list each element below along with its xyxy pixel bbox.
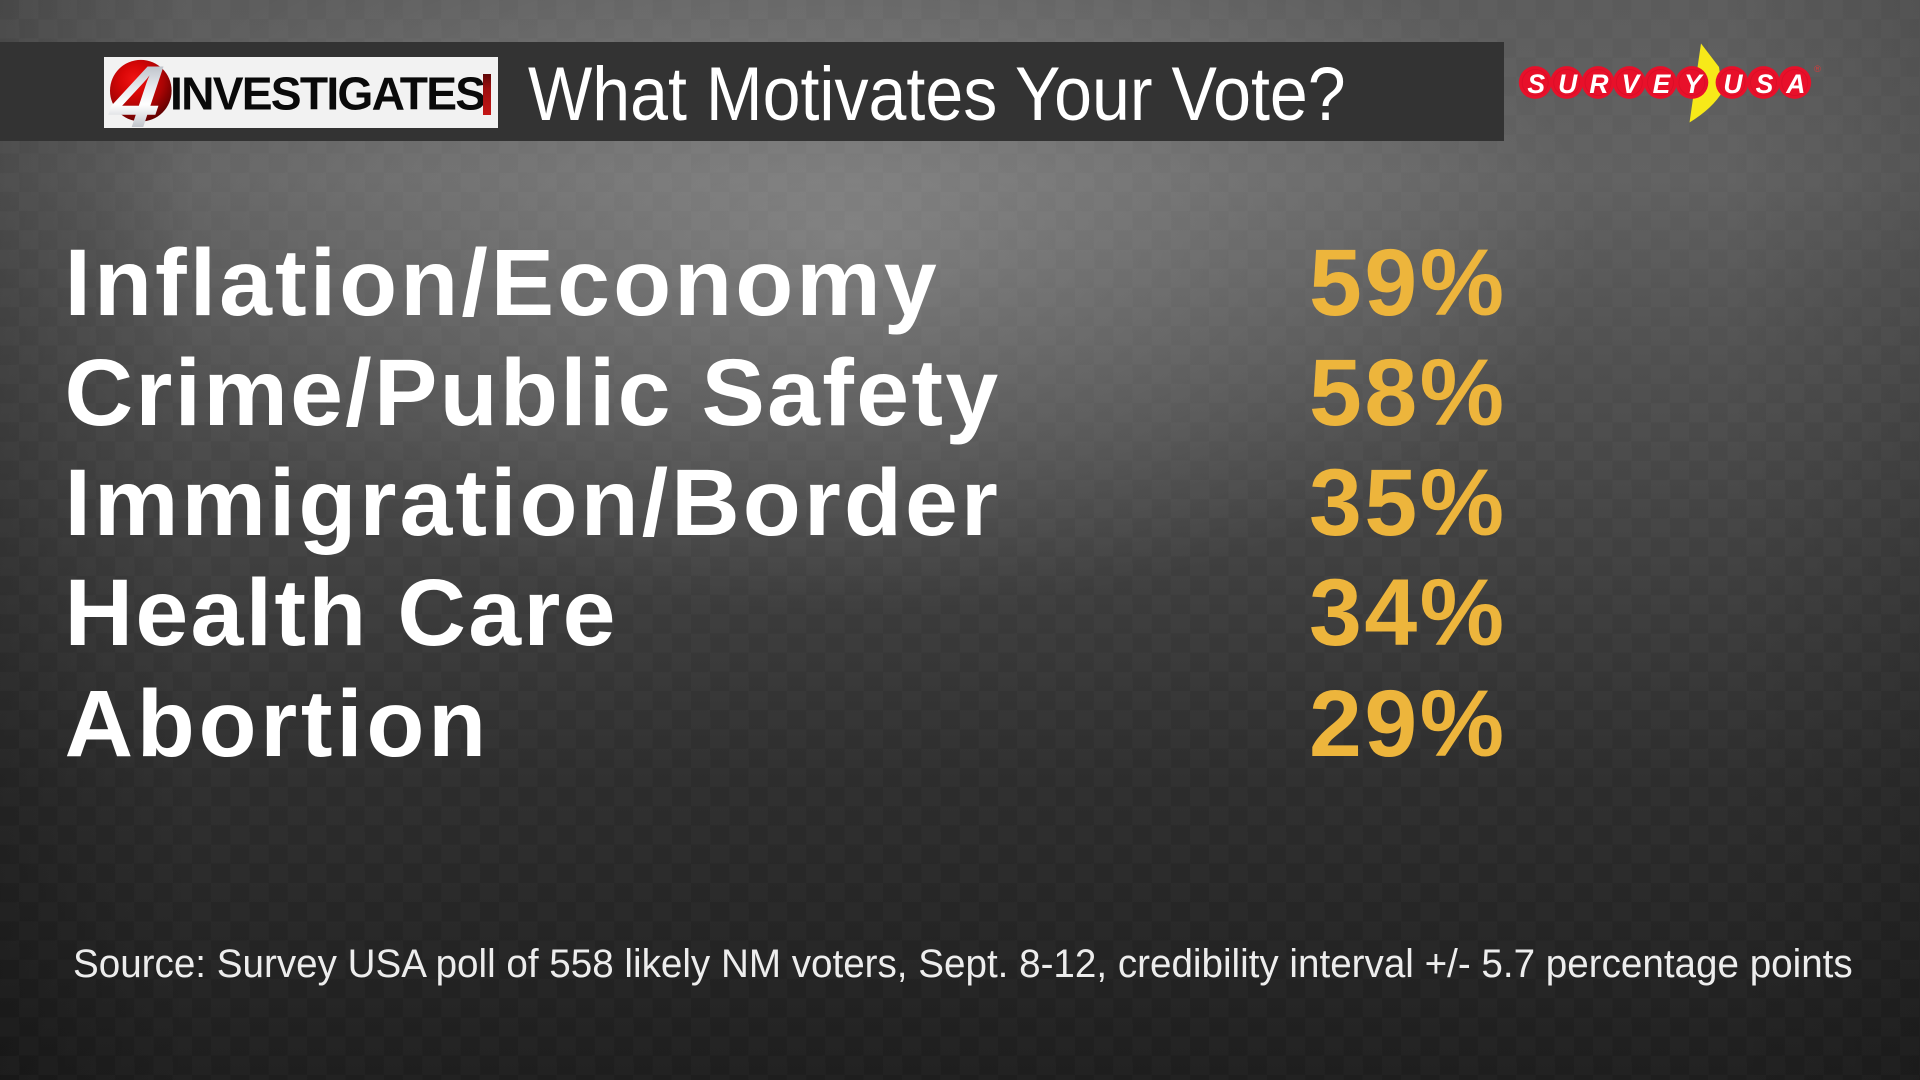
svg-text:INVESTIGATES: INVESTIGATES	[170, 68, 484, 120]
svg-text:R: R	[1589, 69, 1608, 99]
svg-text:U: U	[1723, 69, 1743, 99]
svg-text:S: S	[1756, 69, 1774, 99]
svg-text:E: E	[1653, 69, 1672, 99]
svg-text:S: S	[1527, 69, 1545, 99]
svg-text:A: A	[1785, 69, 1805, 99]
svg-text:V: V	[1621, 69, 1641, 99]
svg-text:Y: Y	[1684, 69, 1704, 99]
svg-text:U: U	[1558, 69, 1578, 99]
svg-text:®: ®	[1814, 64, 1821, 75]
